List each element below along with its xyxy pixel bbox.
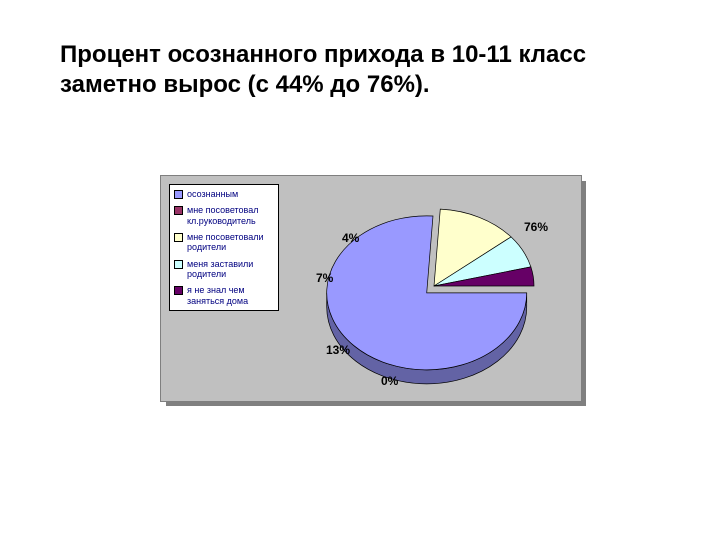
legend-label: я не знал чем заняться дома (187, 285, 274, 306)
legend-label: мне посоветовали родители (187, 232, 274, 253)
slide: Процент осознанного прихода в 10-11 клас… (0, 0, 720, 540)
chart-plot-area: осознанным мне посоветовал кл.руководител… (160, 175, 582, 402)
legend-swatch (174, 206, 183, 215)
slide-title: Процент осознанного прихода в 10-11 клас… (60, 40, 660, 100)
pie-area: 76% 0% 13% 7% 4% (286, 176, 581, 401)
pie-data-label: 76% (524, 220, 548, 234)
legend-label: мне посоветовал кл.руководитель (187, 205, 274, 226)
legend-item: меня заставили родители (174, 259, 274, 280)
legend-item: осознанным (174, 189, 274, 199)
chart-container: осознанным мне посоветовал кл.руководител… (160, 175, 580, 410)
pie-data-label: 0% (381, 374, 398, 388)
pie-data-label: 13% (326, 343, 350, 357)
legend-swatch (174, 233, 183, 242)
pie-data-label: 7% (316, 271, 333, 285)
legend-swatch (174, 260, 183, 269)
pie-data-label: 4% (342, 231, 359, 245)
legend-item: мне посоветовал кл.руководитель (174, 205, 274, 226)
legend-swatch (174, 190, 183, 199)
legend-label: меня заставили родители (187, 259, 274, 280)
legend-swatch (174, 286, 183, 295)
chart-legend: осознанным мне посоветовал кл.руководител… (169, 184, 279, 311)
legend-item: мне посоветовали родители (174, 232, 274, 253)
legend-label: осознанным (187, 189, 274, 199)
pie-svg (286, 176, 581, 401)
legend-item: я не знал чем заняться дома (174, 285, 274, 306)
